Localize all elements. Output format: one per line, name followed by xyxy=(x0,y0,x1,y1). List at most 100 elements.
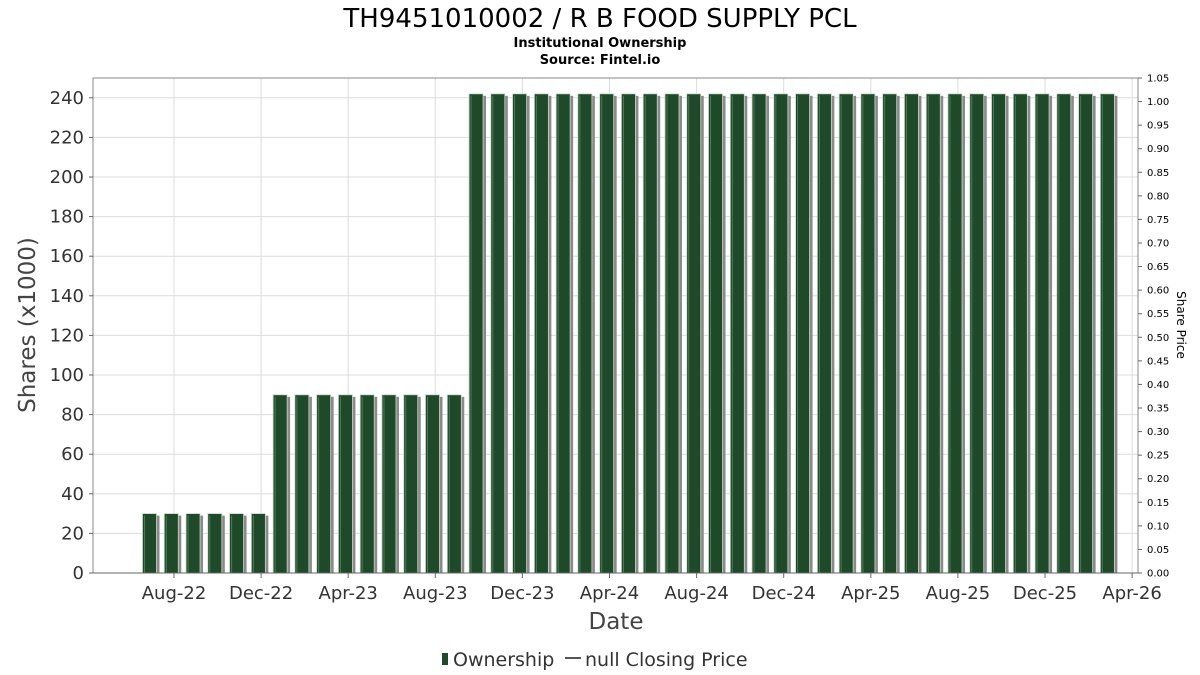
ownership-bar xyxy=(555,93,574,574)
y-tick-label: 20 xyxy=(61,523,84,544)
ownership-bar xyxy=(1012,93,1031,574)
ownership-bar xyxy=(490,93,508,574)
chart-subtitle: Institutional Ownership xyxy=(514,36,687,51)
y2-tick-label: 1.00 xyxy=(1147,97,1169,108)
x-axis-ticks: Aug-22 Dec-22 Apr-23 Aug-23 Dec-23 Apr-24 Aug-… xyxy=(93,572,1162,604)
y-tick-label: 140 xyxy=(50,286,84,307)
ownership-bar xyxy=(446,394,465,574)
ownership-bar xyxy=(403,394,421,574)
y2-tick-label: 0.20 xyxy=(1147,474,1169,485)
y-axis-ticks: 0 20 40 60 80 100 120 140 160 180 200 220 240 xyxy=(50,88,93,584)
y2-tick-label: 0.35 xyxy=(1147,404,1169,415)
y2-tick-label: 0.40 xyxy=(1147,380,1169,391)
y2-tick-label: 0.30 xyxy=(1147,427,1169,438)
ownership-bar xyxy=(468,93,487,574)
y-axis-label: Shares (x1000) xyxy=(15,237,41,413)
y2-tick-label: 0.50 xyxy=(1147,333,1169,344)
x-tick-label: Apr-24 xyxy=(580,583,639,604)
ownership-bar xyxy=(207,513,225,574)
x-tick-label: Dec-25 xyxy=(1013,583,1077,604)
y-tick-label: 40 xyxy=(61,484,84,505)
y2-tick-label: 0.00 xyxy=(1147,569,1169,580)
chart-title: TH9451010002 / R B FOOD SUPPLY PCL xyxy=(342,4,857,34)
legend-ownership-label: Ownership xyxy=(453,649,554,671)
y2-axis-label: Share Price xyxy=(1174,291,1188,359)
y2-tick-label: 0.80 xyxy=(1147,191,1169,202)
y-tick-label: 240 xyxy=(50,88,84,109)
ownership-bar xyxy=(947,93,965,574)
x-tick-label: Aug-22 xyxy=(142,583,207,604)
ownership-bar xyxy=(185,513,204,574)
ownership-bar xyxy=(729,93,748,574)
y2-tick-label: 0.65 xyxy=(1147,262,1169,273)
y2-tick-label: 0.15 xyxy=(1147,498,1169,509)
x-tick-label: Apr-25 xyxy=(841,583,900,604)
x-tick-label: Dec-22 xyxy=(229,583,293,604)
ownership-bar xyxy=(1078,93,1096,574)
y-tick-label: 0 xyxy=(73,563,84,584)
ownership-bar xyxy=(577,93,595,574)
ownership-bar xyxy=(533,93,552,574)
ownership-bar xyxy=(969,93,987,574)
x-axis-label: Date xyxy=(589,609,644,635)
y-tick-label: 160 xyxy=(50,246,84,267)
y2-tick-label: 0.10 xyxy=(1147,521,1169,532)
x-tick-label: Dec-23 xyxy=(490,583,554,604)
ownership-bar xyxy=(1056,93,1074,574)
x-tick-label: Aug-25 xyxy=(926,583,991,604)
ownership-bar xyxy=(860,93,878,574)
ownership-bar xyxy=(708,93,726,574)
ownership-bar xyxy=(925,93,944,574)
y-tick-label: 220 xyxy=(50,127,84,148)
ownership-bar xyxy=(163,513,182,574)
y2-tick-label: 0.75 xyxy=(1147,215,1169,226)
ownership-bar xyxy=(882,93,900,574)
ownership-bar xyxy=(294,394,312,574)
y-tick-label: 100 xyxy=(50,365,84,386)
y2-tick-label: 0.95 xyxy=(1147,121,1169,132)
y-tick-label: 120 xyxy=(50,325,84,346)
ownership-bar xyxy=(229,513,247,574)
ownership-bar xyxy=(642,93,661,574)
ownership-bar xyxy=(512,93,530,574)
ownership-bar xyxy=(381,394,399,574)
y2-tick-label: 0.90 xyxy=(1147,144,1169,155)
ownership-bar xyxy=(316,394,334,574)
ownership-bar xyxy=(359,394,378,574)
y2-axis-ticks: 0.00 0.05 0.10 0.15 0.20 0.25 0.30 0.35 0.40 0.45… xyxy=(1138,74,1169,580)
x-tick-label: Apr-26 xyxy=(1102,583,1161,604)
ownership-bar xyxy=(773,93,791,574)
y-tick-label: 80 xyxy=(61,405,84,426)
ownership-bar xyxy=(686,93,704,574)
x-tick-label: Dec-24 xyxy=(752,583,816,604)
ownership-bar xyxy=(272,394,291,574)
y2-tick-label: 0.70 xyxy=(1147,239,1169,250)
legend: Ownership null Closing Price xyxy=(442,649,748,671)
y2-tick-label: 1.05 xyxy=(1147,74,1169,85)
ownership-bar xyxy=(142,513,160,574)
ownership-bar xyxy=(1099,93,1118,574)
x-tick-label: Aug-23 xyxy=(403,583,468,604)
ownership-bar xyxy=(664,93,682,574)
ownership-bar xyxy=(795,93,813,574)
y2-tick-label: 0.45 xyxy=(1147,356,1169,367)
legend-price-label: null Closing Price xyxy=(585,649,748,671)
ownership-bar xyxy=(621,93,639,574)
ownership-bar xyxy=(751,93,770,574)
y-tick-label: 200 xyxy=(50,167,84,188)
ownership-bar xyxy=(838,93,857,574)
legend-ownership-swatch xyxy=(442,653,448,665)
y-tick-label: 180 xyxy=(50,207,84,228)
y2-tick-label: 0.55 xyxy=(1147,309,1169,320)
y-tick-label: 60 xyxy=(61,444,84,465)
ownership-bars xyxy=(142,93,1118,574)
x-tick-label: Apr-23 xyxy=(319,583,378,604)
y2-tick-label: 0.25 xyxy=(1147,451,1169,462)
y2-tick-label: 0.05 xyxy=(1147,545,1169,556)
ownership-bar xyxy=(338,394,356,574)
y2-tick-label: 0.60 xyxy=(1147,286,1169,297)
ownership-bar xyxy=(425,394,443,574)
y2-tick-label: 0.85 xyxy=(1147,168,1169,179)
ownership-bar xyxy=(599,93,617,574)
